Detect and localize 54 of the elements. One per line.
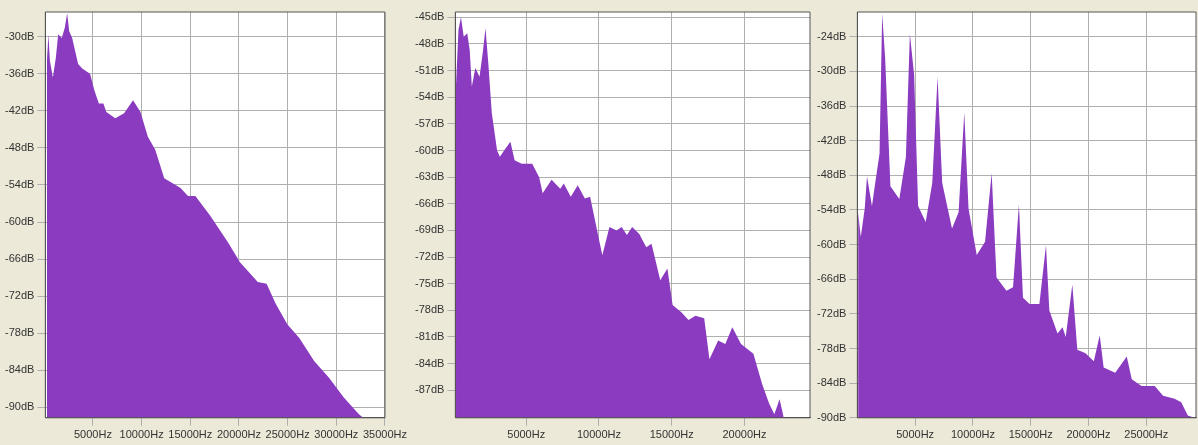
x-tick-label: 25000Hz — [1124, 428, 1169, 441]
x-tick-label: 10000Hz — [576, 428, 622, 441]
x-tick-label: 5000Hz — [73, 428, 112, 441]
y-tick-label: -72dB — [816, 306, 847, 319]
y-tick-label: -72dB — [414, 250, 445, 263]
y-tick-label: -81dB — [414, 330, 445, 343]
x-tick-label: 25000Hz — [265, 428, 310, 441]
y-tick-label: -51dB — [414, 63, 445, 76]
y-tick-label: -48dB — [4, 140, 35, 153]
y-tick-label: -63dB — [414, 170, 445, 183]
y-tick-label: -87dB — [414, 383, 445, 396]
y-tick-label: -60dB — [414, 143, 445, 156]
y-tick-label: -72dB — [4, 289, 35, 302]
y-tick-label: -84dB — [4, 363, 35, 376]
y-tick-label: -54dB — [414, 90, 445, 103]
x-tick-label: 10000Hz — [119, 428, 164, 441]
y-tick-label: -54dB — [816, 203, 847, 216]
y-tick-label: -66dB — [4, 252, 35, 265]
y-tick-label: -30dB — [816, 64, 847, 77]
x-tick-label: 20000Hz — [1066, 428, 1111, 441]
y-tick-label: -36dB — [4, 66, 35, 79]
y-tick-label: -84dB — [414, 356, 445, 369]
y-tick-label: -48dB — [816, 168, 847, 181]
y-tick-label: -48dB — [414, 37, 445, 49]
y-tick-label: -36dB — [816, 99, 847, 112]
x-tick-label: 20000Hz — [216, 428, 261, 441]
x-tick-label: 15000Hz — [168, 428, 213, 441]
y-tick-label: -84dB — [816, 376, 847, 389]
y-tick-label: -42dB — [4, 103, 35, 116]
x-tick-label: 30000Hz — [314, 428, 359, 441]
y-tick-label: -66dB — [414, 196, 445, 209]
y-tick-label: -60dB — [816, 237, 847, 250]
y-tick-label: -78dB — [414, 303, 445, 316]
x-tick-label: 15000Hz — [649, 428, 694, 441]
y-tick-label: -90dB — [816, 410, 847, 423]
y-tick-label: -78dB — [816, 341, 847, 354]
x-tick-label: 20000Hz — [722, 428, 767, 441]
y-tick-label: -66dB — [816, 272, 847, 285]
x-tick-label: 35000Hz — [362, 428, 408, 441]
y-tick-label: -54dB — [4, 177, 35, 190]
y-tick-label: -69dB — [414, 223, 445, 236]
y-tick-label: -60dB — [4, 215, 35, 228]
x-tick-label: 10000Hz — [950, 428, 995, 441]
y-tick-label: -42dB — [816, 133, 847, 146]
y-tick-label: -90dB — [4, 400, 35, 413]
y-tick-label: -78dB — [4, 326, 35, 339]
x-tick-label: 5000Hz — [507, 428, 546, 441]
y-tick-label: -75dB — [414, 276, 445, 289]
x-tick-label: 5000Hz — [896, 428, 935, 441]
y-tick-label: -24dB — [816, 29, 847, 42]
x-tick-label: 15000Hz — [1008, 428, 1053, 441]
y-tick-label: -30dB — [4, 29, 35, 42]
y-tick-label: -57dB — [414, 116, 445, 129]
y-tick-label: -45dB — [414, 10, 445, 23]
